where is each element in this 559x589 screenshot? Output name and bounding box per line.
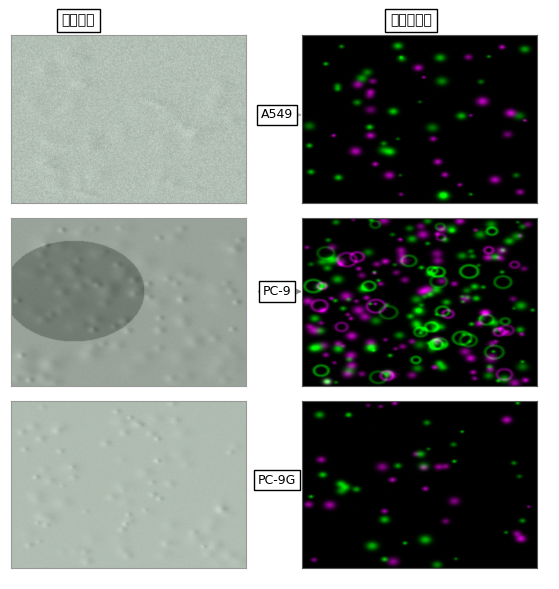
Text: 荧光显微镜: 荧光显微镜	[390, 14, 432, 28]
Text: 普通光镜: 普通光镜	[61, 14, 95, 28]
Text: PC-9G: PC-9G	[258, 474, 296, 487]
Text: A549: A549	[260, 108, 293, 121]
Text: PC-9: PC-9	[262, 285, 291, 298]
